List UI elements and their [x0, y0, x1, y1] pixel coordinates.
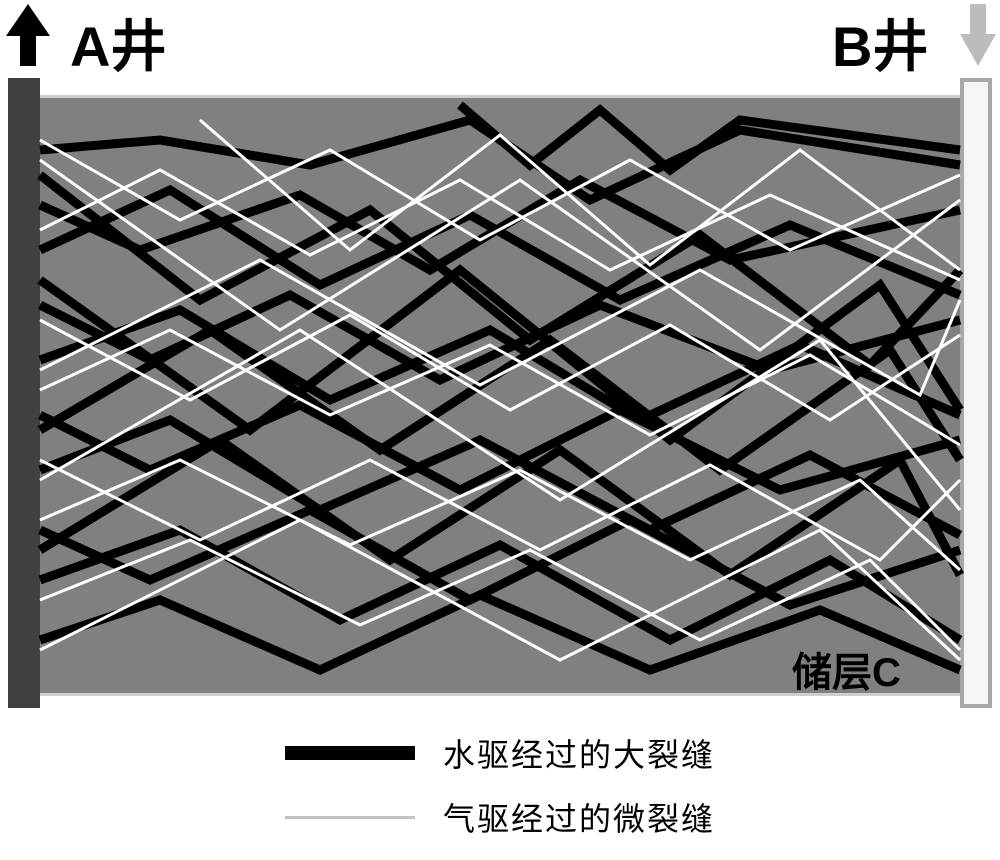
- legend-label-micro: 气驱经过的微裂缝: [443, 794, 715, 840]
- legend-swatch-big: [285, 746, 415, 760]
- legend-swatch-micro: [285, 816, 415, 819]
- legend-row-big: 水驱经过的大裂缝: [0, 730, 1000, 776]
- diagram-stage: A井 B井 储层C 水驱经过的大裂缝 气驱经过的微裂缝: [0, 0, 1000, 860]
- reservoir-label: 储层C: [792, 640, 901, 698]
- legend: 水驱经过的大裂缝 气驱经过的微裂缝: [0, 730, 1000, 840]
- legend-label-big: 水驱经过的大裂缝: [443, 730, 715, 776]
- legend-row-micro: 气驱经过的微裂缝: [0, 794, 1000, 840]
